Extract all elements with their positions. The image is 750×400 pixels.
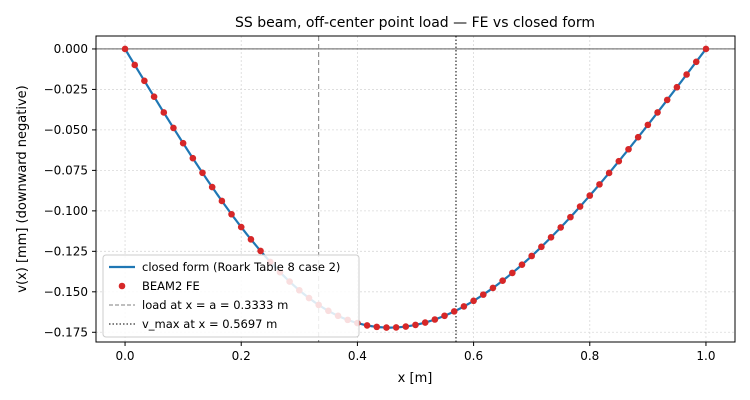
x-tick-label: 0.6 [464, 349, 483, 363]
fe-data-point [509, 269, 516, 277]
y-tick-label: −0.125 [44, 244, 88, 258]
fe-data-point [141, 77, 148, 85]
fe-data-point [634, 133, 642, 141]
fe-data-point [373, 323, 381, 331]
legend-label: load at x = a = 0.3333 m [142, 298, 288, 312]
fe-data-point [586, 192, 594, 199]
fe-data-point [692, 58, 700, 66]
fe-data-point [131, 61, 139, 69]
fe-data-point [150, 93, 158, 101]
fe-data-point [518, 261, 526, 268]
fe-data-point [683, 71, 690, 78]
legend-box [102, 254, 360, 338]
fe-data-point [576, 203, 584, 210]
legend-label: BEAM2 FE [142, 279, 200, 293]
fe-data-point [363, 322, 371, 329]
fe-data-point [412, 321, 419, 329]
x-tick-label: 0.8 [580, 349, 599, 363]
plot-frame [95, 35, 736, 343]
fe-data-point [557, 224, 565, 231]
y-tick-label: −0.100 [44, 204, 88, 218]
x-tick-label: 0.4 [348, 349, 367, 363]
fe-data-point [450, 308, 458, 315]
fe-data-point [160, 109, 168, 116]
y-tick-label: −0.150 [44, 285, 88, 299]
fe-data-point [605, 169, 613, 177]
fe-data-point [479, 291, 487, 298]
fe-data-point [460, 303, 468, 310]
fe-data-point [625, 145, 632, 153]
legend-point-swatch [118, 282, 126, 290]
fe-data-point [218, 197, 226, 205]
y-tick-label: −0.050 [44, 123, 88, 137]
chart-title: SS beam, off-center point load — FE vs c… [235, 15, 595, 31]
y-tick-label: −0.175 [44, 325, 88, 339]
legend-label: v_max at x = 0.5697 m [142, 317, 277, 331]
x-axis-label: x [m] [398, 371, 433, 386]
legend-label: closed form (Roark Table 8 case 2) [142, 260, 340, 274]
reference-lines [318, 36, 457, 342]
fe-data-point [654, 109, 661, 116]
x-tick-label: 1.0 [696, 349, 715, 363]
fe-data-point [257, 247, 264, 255]
fe-data-point [596, 181, 603, 188]
x-tick-label: 0.2 [232, 349, 251, 363]
fe-data-point [644, 121, 652, 129]
fe-data-point [499, 277, 506, 284]
y-tick-label: 0.000 [54, 42, 88, 56]
fe-data-point [702, 45, 710, 53]
fe-data-point [470, 297, 477, 305]
fe-data-point [421, 319, 429, 326]
fe-data-point [489, 284, 497, 292]
fe-data-point [392, 324, 400, 331]
fe-data-point [121, 45, 129, 53]
fe-data-point [663, 96, 671, 104]
fe-data-point [189, 154, 197, 162]
y-tick-label: −0.025 [44, 82, 88, 96]
fe-data-point [237, 223, 245, 231]
fe-data-point [673, 83, 681, 91]
fe-data-point [528, 252, 535, 260]
fe-data-point [431, 316, 439, 323]
fe-data-point [547, 234, 555, 241]
fe-data-point [247, 236, 255, 243]
fe-data-point [383, 324, 390, 331]
x-tick-label: 0.0 [115, 349, 134, 363]
fe-data-point [179, 139, 187, 147]
y-tick-label: −0.075 [44, 163, 88, 177]
legend: closed form (Roark Table 8 case 2) BEAM2 … [102, 254, 360, 338]
fe-data-point [199, 169, 206, 177]
fe-data-point [402, 323, 410, 330]
fe-data-point [567, 213, 574, 221]
fe-data-point [170, 124, 177, 132]
fe-data-point [208, 183, 216, 191]
fe-data-point [615, 157, 623, 165]
fe-data-point [441, 312, 448, 320]
y-axis-label: v(x) [mm] (downward negative) [15, 85, 30, 292]
axis-ticks: 0.0 0.2 0.4 0.6 0.8 1.0 0.000 −0.025 −0.050 −0.07… [44, 42, 716, 363]
fe-data-point [228, 210, 235, 218]
grid [96, 36, 735, 342]
fe-data-point [538, 243, 545, 251]
